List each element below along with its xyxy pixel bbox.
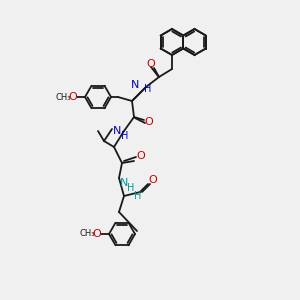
- Text: O: O: [147, 59, 155, 69]
- Text: H: H: [144, 84, 152, 94]
- Text: O: O: [145, 117, 153, 127]
- Text: N: N: [130, 80, 139, 90]
- Text: O: O: [136, 151, 146, 161]
- Text: N: N: [113, 126, 121, 136]
- Text: CH₃: CH₃: [79, 230, 95, 238]
- Text: N: N: [120, 178, 128, 188]
- Text: O: O: [69, 92, 77, 102]
- Text: H: H: [134, 191, 142, 201]
- Text: H: H: [121, 131, 129, 141]
- Text: O: O: [148, 175, 158, 185]
- Text: H: H: [127, 183, 135, 193]
- Text: CH₃: CH₃: [55, 92, 71, 101]
- Text: O: O: [93, 229, 101, 239]
